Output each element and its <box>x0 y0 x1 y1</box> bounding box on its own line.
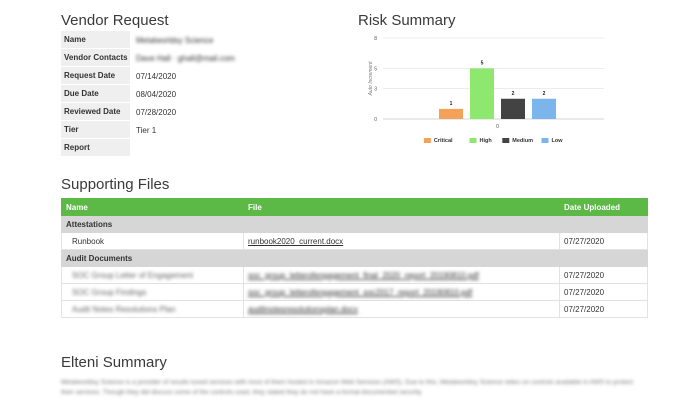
legend-label: Low <box>552 138 564 144</box>
elteni-summary-text: Metalworldsy Science is a provider of re… <box>61 379 633 396</box>
legend-swatch-low <box>541 138 549 143</box>
y-tick-label: 0 <box>374 117 377 123</box>
y-axis-label: Auto Increment <box>368 61 374 97</box>
file-download-link[interactable]: soc_group_letterofengagement_final_2020_… <box>248 270 479 280</box>
file-download-link[interactable]: auditnotesresolutionsplan.docx <box>248 304 358 314</box>
file-group-label: Attestations <box>61 215 648 233</box>
file-name-cell: Audit Notes Resolutions Plan <box>61 300 244 318</box>
y-tick-label: 5 <box>374 66 377 72</box>
supporting-files-table: Name File Date Uploaded Attestations Runb… <box>61 198 648 318</box>
file-link-cell: soc_group_letterofengagement_final_2020_… <box>243 266 560 284</box>
vendor-request-table: Name Metalworldsy Science Vendor Contacts D… <box>61 31 280 157</box>
file-name-cell: SOC Group Letter of Engagement <box>61 266 244 284</box>
bar-low <box>532 98 556 119</box>
vendor-request-row: Tier Tier 1 <box>61 121 280 139</box>
file-name: SOC Group Letter of Engagement <box>72 270 193 280</box>
vendor-request-row: Name Metalworldsy Science <box>61 31 280 49</box>
vendor-field-value: 07/14/2020 <box>136 71 177 81</box>
vendor-field-value <box>130 139 280 157</box>
vendor-field-value: Metalworldsy Science <box>136 35 214 45</box>
bar-critical <box>439 108 463 119</box>
file-date-uploaded: 07/27/2020 <box>559 232 648 250</box>
file-name: Runbook <box>72 236 105 246</box>
data-label: 2 <box>512 91 515 97</box>
legend-swatch-critical <box>423 138 431 143</box>
column-header-file[interactable]: File <box>243 198 560 216</box>
legend-swatch-medium <box>502 138 510 143</box>
file-link-cell: auditnotesresolutionsplan.docx <box>243 300 560 318</box>
vendor-request-row: Report <box>61 139 280 157</box>
bar-high <box>470 68 494 119</box>
file-row[interactable]: Audit Notes Resolutions Plan auditnotesre… <box>61 300 648 318</box>
column-header-name[interactable]: Name <box>61 198 244 216</box>
file-name: SOC Group Findings <box>72 287 147 297</box>
column-header-date-uploaded[interactable]: Date Uploaded <box>559 198 648 216</box>
risk-summary-title: Risk Summary <box>358 12 456 29</box>
vendor-field-value: Tier 1 <box>136 125 157 135</box>
data-label: 5 <box>481 60 484 66</box>
file-link-cell: runbook2020_current.docx <box>243 232 560 250</box>
vendor-field-value: 07/28/2020 <box>136 107 177 117</box>
file-download-link[interactable]: runbook2020_current.docx <box>248 236 344 246</box>
file-name: Audit Notes Resolutions Plan <box>72 304 176 314</box>
data-label: 1 <box>450 101 453 107</box>
elteni-summary-title: Elteni Summary <box>61 354 167 371</box>
file-group-row: Audit Documents <box>61 249 648 267</box>
file-group-row: Attestations <box>61 215 648 233</box>
supporting-files-title: Supporting Files <box>61 176 170 193</box>
file-row[interactable]: SOC Group Findings soc_group_letterofenga… <box>61 283 648 301</box>
file-download-link[interactable]: soc_group_letterofengagement_soc2017_rep… <box>248 287 473 297</box>
file-row[interactable]: Runbook runbook2020_current.docx 07/27/202… <box>61 232 648 250</box>
file-link-cell: soc_group_letterofengagement_soc2017_rep… <box>243 283 560 301</box>
vendor-field-label: Request Date <box>61 67 130 85</box>
legend-label: Medium <box>512 138 533 144</box>
y-tick-label: 8 <box>374 36 377 42</box>
legend-label: Critical <box>434 138 453 144</box>
vendor-field-value: Dave Hall · ghall@mail.com <box>136 53 235 63</box>
vendor-request-row: Vendor Contacts Dave Hall · ghall@mail.co… <box>61 49 280 67</box>
vendor-request-row: Due Date 08/04/2020 <box>61 85 280 103</box>
file-group-label: Audit Documents <box>61 249 648 267</box>
vendor-request-row: Request Date 07/14/2020 <box>61 67 280 85</box>
legend-label: High <box>480 138 493 144</box>
file-name-cell: Runbook <box>61 232 244 250</box>
vendor-field-label: Vendor Contacts <box>61 49 130 67</box>
files-header-row: Name File Date Uploaded <box>61 198 648 216</box>
file-date-uploaded: 07/27/2020 <box>559 283 648 301</box>
x-tick-label: 0 <box>496 124 499 130</box>
vendor-field-label: Tier <box>61 121 130 139</box>
file-name-cell: SOC Group Findings <box>61 283 244 301</box>
data-label: 2 <box>543 91 546 97</box>
vendor-field-label: Name <box>61 31 130 49</box>
vendor-request-title: Vendor Request <box>61 12 169 29</box>
risk-summary-chart: Auto Increment 0 3 5 8 1 5 2 2 0 Critical High Mediu… <box>368 36 604 144</box>
vendor-field-label: Reviewed Date <box>61 103 130 121</box>
vendor-field-label: Due Date <box>61 85 130 103</box>
vendor-field-label: Report <box>61 139 130 157</box>
legend-swatch-high <box>469 138 477 143</box>
file-row[interactable]: SOC Group Letter of Engagement soc_group_… <box>61 266 648 284</box>
bar-medium <box>501 98 525 119</box>
file-date-uploaded: 07/27/2020 <box>559 300 648 318</box>
file-date-uploaded: 07/27/2020 <box>559 266 648 284</box>
vendor-field-value: 08/04/2020 <box>136 89 177 99</box>
y-tick-label: 3 <box>374 87 377 93</box>
vendor-request-row: Reviewed Date 07/28/2020 <box>61 103 280 121</box>
